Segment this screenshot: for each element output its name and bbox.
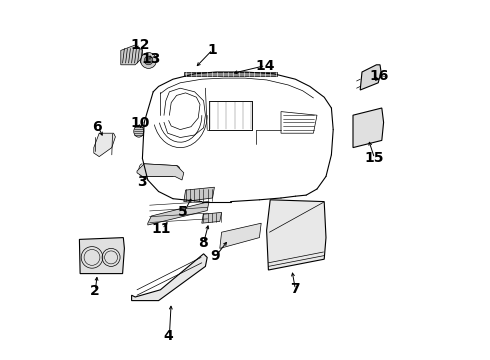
- Text: 10: 10: [130, 116, 149, 130]
- Polygon shape: [360, 65, 381, 90]
- Text: 5: 5: [178, 206, 188, 219]
- Text: 6: 6: [93, 120, 102, 134]
- Circle shape: [141, 53, 156, 68]
- Polygon shape: [132, 254, 207, 301]
- Polygon shape: [148, 202, 209, 225]
- Text: 4: 4: [164, 329, 173, 342]
- Polygon shape: [184, 187, 215, 202]
- Text: 14: 14: [255, 59, 274, 72]
- Polygon shape: [94, 133, 116, 157]
- Polygon shape: [143, 164, 176, 176]
- Text: 13: 13: [141, 52, 160, 66]
- Text: 1: 1: [207, 43, 217, 57]
- Text: 9: 9: [211, 249, 220, 262]
- Text: 7: 7: [290, 283, 299, 296]
- Text: 8: 8: [198, 236, 208, 250]
- Polygon shape: [184, 72, 277, 76]
- Polygon shape: [353, 108, 384, 148]
- Circle shape: [144, 56, 153, 65]
- Text: 3: 3: [137, 175, 147, 189]
- Text: 15: 15: [364, 152, 384, 165]
- Text: 2: 2: [90, 284, 99, 298]
- Text: 12: 12: [130, 38, 149, 51]
- Polygon shape: [220, 223, 261, 248]
- Polygon shape: [202, 212, 221, 223]
- Polygon shape: [79, 238, 124, 274]
- Ellipse shape: [134, 126, 144, 137]
- Polygon shape: [137, 164, 184, 180]
- Polygon shape: [267, 200, 326, 270]
- Polygon shape: [121, 45, 143, 65]
- Text: 11: 11: [152, 222, 171, 236]
- Text: 16: 16: [369, 69, 389, 83]
